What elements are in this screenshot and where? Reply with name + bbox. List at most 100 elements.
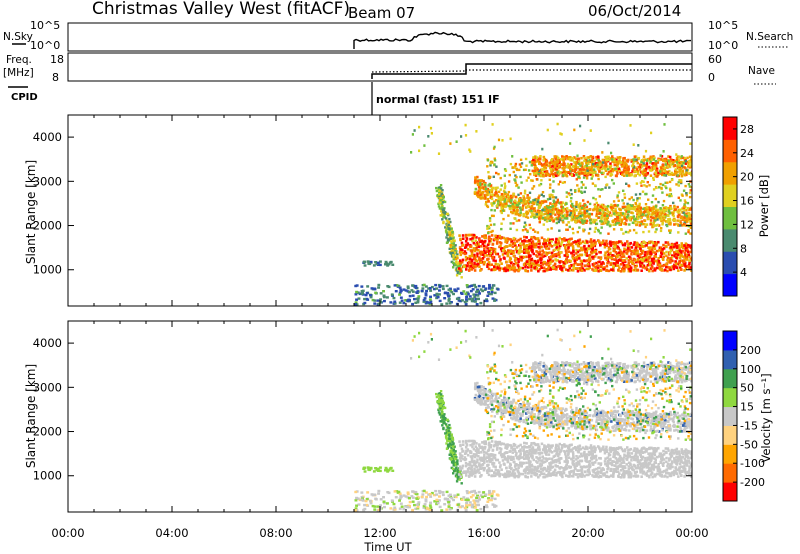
power-cell [565,195,569,198]
power-cell [645,256,648,259]
velocity-cell [402,507,406,511]
power-cell [555,216,559,220]
power-cell [411,294,415,297]
power-cell [446,220,450,223]
power-cell [675,156,679,160]
power-cell [632,228,636,232]
power-cell [614,251,618,254]
power-cell [515,245,518,249]
velocity-cell [456,493,460,496]
velocity-cell [453,457,457,460]
power-cell [561,163,564,167]
velocity-cell [452,455,455,458]
power-ylabel: Slant Range [km] [24,160,38,264]
power-cell [555,265,559,269]
power-cell [490,208,493,212]
velocity-cell [455,480,459,483]
power-cell [554,217,557,221]
power-cell [591,220,595,224]
power-cell [588,227,592,231]
power-cell [621,212,625,215]
power-cell [526,200,529,203]
power-cell [526,249,530,253]
power-cell [627,243,630,246]
power-cell [579,246,583,250]
power-cell [528,242,531,246]
power-cell [445,241,449,244]
power-cell [525,240,529,243]
power-cell [583,139,586,142]
power-cell [683,213,687,217]
power-cell [556,171,559,174]
velocity-cell [465,501,468,505]
power-cell [552,264,555,268]
power-cell [690,155,692,159]
power-cell [510,198,513,202]
power-cell [475,248,478,251]
power-cell [570,192,573,196]
power-cell [551,216,554,220]
power-cell [490,290,494,294]
power-cell [614,210,617,213]
power-cell [441,207,444,210]
power-cell [491,193,494,196]
power-cell [655,228,658,231]
power-cell [595,157,599,161]
power-cell [659,154,662,157]
velocity-cell [441,413,444,416]
power-cell [611,160,614,163]
power-cell [464,246,467,249]
nsearch-tick-bottom: 10^0 [708,39,738,52]
power-cell [546,128,549,132]
power-cell [541,254,544,257]
power-cell [539,157,542,161]
power-cell [429,126,433,130]
power-cell [682,260,685,263]
power-cell [531,163,535,166]
power-cell [468,269,471,272]
power-cell [564,268,568,271]
velocity-cell [424,491,428,494]
power-cell [459,259,462,262]
power-cell [677,167,681,171]
power-cell [492,259,495,262]
power-cell [574,267,578,270]
power-cell [566,162,570,166]
power-cell [493,223,496,226]
power-cell [617,253,620,257]
power-cell [597,240,601,243]
power-cell [622,163,626,166]
power-cell [577,190,581,193]
power-cell [530,246,533,250]
power-cell [557,220,560,224]
power-cell [661,221,664,225]
power-cell [572,218,575,221]
power-cell [377,302,381,305]
power-cell [545,263,548,267]
velocity-cell [452,498,455,502]
velocity-cell [441,395,444,398]
power-cell [486,165,489,168]
power-cell [362,261,366,264]
power-cell [675,249,678,253]
power-cell [531,169,534,172]
power-cell [583,244,586,248]
power-cell [538,201,542,204]
power-cell [599,269,602,272]
power-cell [609,263,613,266]
power-cell [683,173,687,177]
power-cell [524,244,527,248]
power-cell [586,169,589,172]
power-cell [439,200,442,204]
power-cell [646,268,649,271]
power-cell [576,230,579,234]
velocity-cell [453,494,457,497]
power-cell [538,160,541,164]
power-cell [468,297,471,301]
power-cell [684,201,687,204]
power-cell [663,168,666,171]
power-cell [612,264,615,268]
power-cell [646,250,650,254]
power-cell [639,260,642,264]
power-cell [462,251,465,255]
